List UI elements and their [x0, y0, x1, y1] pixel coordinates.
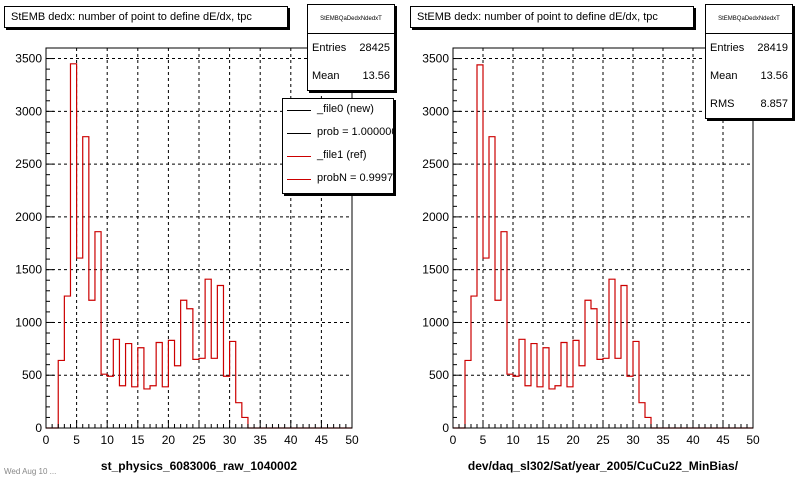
y-tick-label: 1500 — [422, 263, 449, 277]
y-tick-label: 3000 — [15, 104, 42, 118]
legend: _file0 (new) prob = 1.000000 _file1 (ref… — [282, 98, 394, 194]
y-tick-label: 0 — [35, 421, 42, 435]
stats-label: RMS — [710, 98, 735, 110]
histogram-chart-left: 0 5 10 15 20 25 30 35 40 45 5005001000150020002500… — [15, 47, 359, 473]
x-tick-label: 15 — [536, 433, 550, 447]
stats-name: StEMBQaDedxNdedxT — [706, 5, 792, 34]
stats-box: StEMBQaDedxNdedxT Entries 28425 Mean 13.… — [307, 4, 395, 91]
x-tick-label: 50 — [746, 433, 760, 447]
stats-name: StEMBQaDedxNdedxT — [308, 5, 394, 34]
x-tick-label: 40 — [686, 433, 700, 447]
stats-row-entries: Entries 28425 — [308, 34, 394, 62]
y-tick-label: 1000 — [422, 315, 449, 329]
x-tick-label: 45 — [716, 433, 730, 447]
stats-row-mean: Mean 13.56 — [706, 62, 792, 90]
legend-label: probN = 0.99979 — [317, 172, 394, 184]
y-tick-label: 2000 — [422, 210, 449, 224]
histogram-chart-right: 0 5 10 15 20 25 30 35 40 45 5005001000150020002500… — [422, 47, 760, 473]
y-tick-label: 1500 — [15, 263, 42, 277]
y-tick-label: 2500 — [15, 157, 42, 171]
stats-label: Entries — [312, 42, 347, 54]
x-tick-label: 10 — [506, 433, 520, 447]
x-axis-label: st_physics_6083006_raw_1040002 — [101, 459, 297, 473]
stats-label: Mean — [710, 70, 738, 82]
legend-label: prob = 1.000000 — [317, 126, 394, 138]
stats-value: 13.56 — [362, 70, 390, 82]
x-tick-label: 5 — [73, 433, 80, 447]
stats-box: StEMBQaDedxNdedxT Entries 28419 Mean 13.… — [705, 4, 793, 119]
stats-row-entries: Entries 28419 — [706, 34, 792, 62]
x-tick-label: 35 — [254, 433, 268, 447]
x-tick-label: 10 — [101, 433, 115, 447]
y-tick-label: 2500 — [422, 157, 449, 171]
y-tick-label: 1000 — [15, 315, 42, 329]
stats-label: Mean — [312, 70, 340, 82]
histogram-panel-right: 0 5 10 15 20 25 30 35 40 45 50 0 500 1000 1500 2000 2500… — [400, 0, 800, 480]
y-tick-label: 3000 — [422, 104, 449, 118]
stats-value: 8.857 — [760, 98, 788, 110]
legend-entry: _file0 (new) — [283, 99, 393, 122]
stats-value: 28425 — [359, 42, 390, 54]
x-tick-label: 35 — [656, 433, 670, 447]
x-tick-label: 15 — [131, 433, 145, 447]
legend-line-swatch — [287, 156, 311, 157]
y-tick-label: 0 — [442, 421, 449, 435]
legend-entry: prob = 1.000000 — [283, 122, 393, 145]
legend-line-swatch — [287, 133, 311, 134]
stats-row-mean: Mean 13.56 — [308, 62, 394, 90]
x-tick-label: 30 — [223, 433, 237, 447]
x-tick-label: 25 — [192, 433, 206, 447]
y-tick-label: 500 — [429, 368, 449, 382]
x-tick-label: 50 — [345, 433, 359, 447]
stats-label: Entries — [710, 42, 745, 54]
x-tick-label: 20 — [566, 433, 580, 447]
x-tick-label: 20 — [162, 433, 176, 447]
y-tick-label: 500 — [22, 368, 42, 382]
x-tick-label: 5 — [480, 433, 487, 447]
legend-entry: _file1 (ref) — [283, 145, 393, 168]
stats-value: 13.56 — [760, 70, 788, 82]
legend-entry: probN = 0.99979 — [283, 168, 393, 191]
histogram-panel-left: 0 5 10 15 20 25 30 35 40 45 50 0 500 1000 1500 2000 2500… — [4, 4, 395, 473]
panel-title: StEMB dedx: number of point to define dE… — [410, 6, 694, 28]
legend-label: _file1 (ref) — [317, 149, 367, 161]
x-axis-label: dev/daq_sl302/Sat/year_2005/CuCu22_MinBi… — [468, 459, 739, 473]
y-tick-label: 2000 — [15, 210, 42, 224]
footer-timestamp: Wed Aug 10 ... — [4, 467, 57, 476]
legend-label: _file0 (new) — [317, 103, 374, 115]
x-tick-label: 45 — [315, 433, 329, 447]
x-tick-label: 0 — [43, 433, 50, 447]
stats-row-rms: RMS 8.857 — [706, 90, 792, 118]
x-tick-label: 40 — [284, 433, 298, 447]
y-tick-label: 3500 — [422, 52, 449, 66]
x-tick-label: 30 — [626, 433, 640, 447]
stats-value: 28419 — [757, 42, 788, 54]
legend-line-swatch — [287, 110, 311, 111]
legend-line-swatch — [287, 179, 311, 180]
x-tick-label: 0 — [450, 433, 457, 447]
x-tick-label: 25 — [596, 433, 610, 447]
y-tick-label: 3500 — [15, 52, 42, 66]
panel-title: StEMB dedx: number of point to define dE… — [4, 6, 288, 28]
